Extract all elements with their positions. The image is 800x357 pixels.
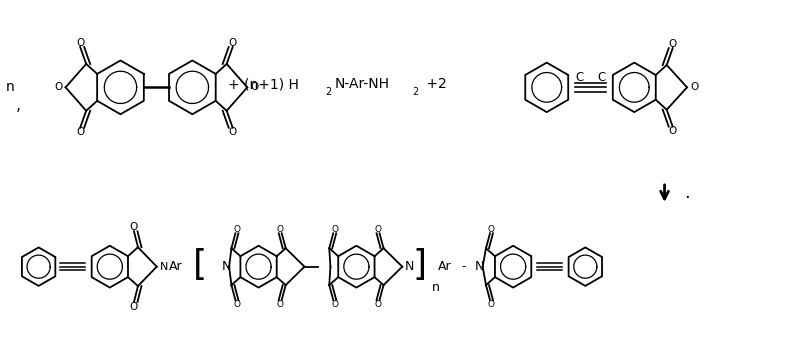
Text: N: N [222, 260, 231, 273]
Text: O: O [130, 222, 138, 232]
Text: O: O [234, 300, 241, 309]
Text: O: O [54, 82, 62, 92]
Text: O: O [374, 225, 382, 233]
Text: 2: 2 [412, 87, 418, 97]
Text: C: C [598, 71, 606, 84]
Text: n: n [432, 281, 440, 294]
Text: O: O [331, 300, 338, 309]
Text: O: O [277, 300, 284, 309]
Text: O: O [130, 302, 138, 312]
Text: O: O [690, 82, 698, 92]
Text: N: N [475, 260, 485, 273]
Text: O: O [374, 300, 382, 309]
Text: +2: +2 [422, 77, 446, 91]
Text: O: O [250, 82, 259, 92]
Text: Ar: Ar [438, 260, 452, 273]
Text: O: O [669, 126, 677, 136]
Text: + (n+1) H: + (n+1) H [228, 77, 299, 91]
Text: O: O [76, 37, 84, 47]
Text: O: O [277, 225, 284, 233]
Text: N: N [405, 260, 414, 273]
Text: 2: 2 [325, 87, 331, 97]
Text: N-Ar-NH: N-Ar-NH [335, 77, 390, 91]
Text: O: O [488, 225, 495, 233]
Text: C: C [575, 71, 584, 84]
Text: O: O [488, 300, 495, 309]
Text: N: N [160, 262, 169, 272]
Text: O: O [331, 225, 338, 233]
Text: O: O [669, 39, 677, 49]
Text: ’: ’ [16, 108, 21, 123]
Text: O: O [229, 37, 237, 47]
Text: Ar: Ar [169, 260, 182, 273]
Text: O: O [76, 127, 84, 137]
Text: -: - [462, 260, 466, 273]
Text: O: O [229, 127, 237, 137]
Text: [: [ [193, 248, 206, 282]
Text: ]: ] [412, 248, 426, 282]
Text: .: . [685, 185, 690, 202]
Text: O: O [234, 225, 241, 233]
Text: n: n [6, 80, 14, 94]
